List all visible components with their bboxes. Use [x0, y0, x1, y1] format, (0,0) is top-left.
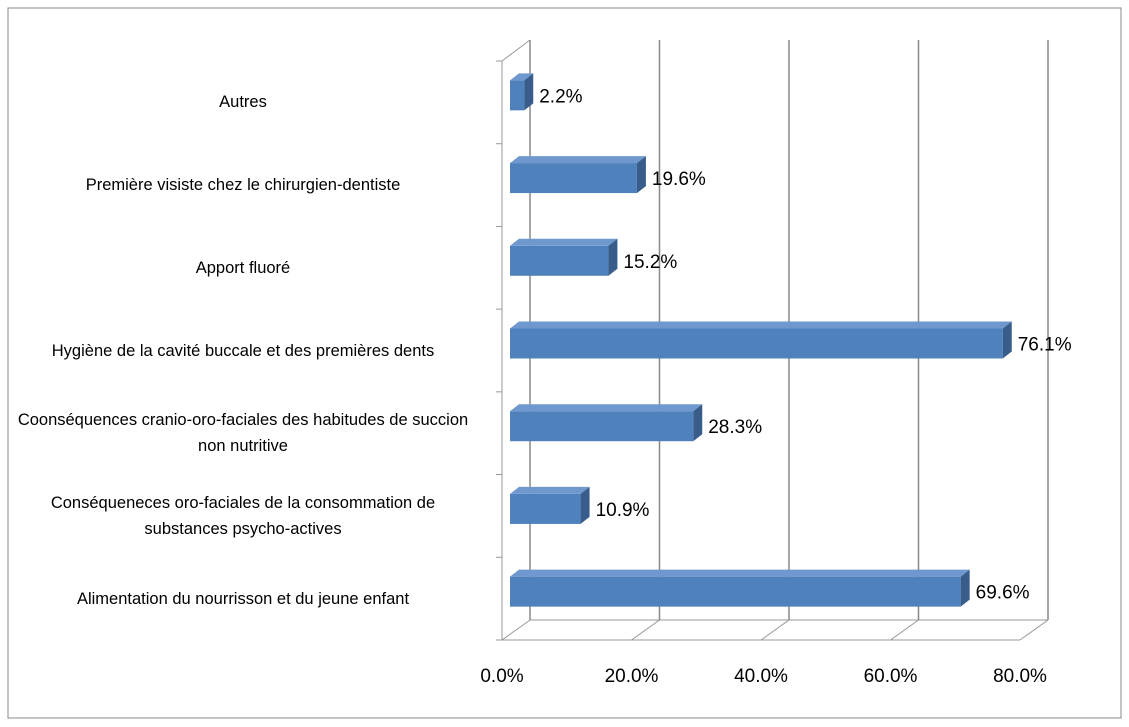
- value-label: 10.9%: [596, 500, 650, 521]
- category-label: Conséqueneces oro-faciales de la consomm…: [50, 493, 436, 538]
- bar-side: [580, 486, 590, 524]
- bar: [510, 156, 646, 194]
- bar: [510, 486, 590, 524]
- x-tick-label: 80.0%: [993, 666, 1047, 687]
- bar-side: [524, 73, 534, 111]
- bar-front: [510, 411, 694, 442]
- value-label: 19.6%: [652, 169, 706, 190]
- bar-top: [510, 73, 534, 81]
- x-tick-label: 20.0%: [605, 666, 659, 687]
- value-label: 15.2%: [623, 252, 677, 273]
- category-label: Première visiste chez le chirurgien-dent…: [85, 176, 401, 195]
- bar-top: [510, 238, 618, 246]
- chart-border: [7, 7, 1122, 719]
- bar-front: [510, 576, 961, 607]
- value-label: 69.6%: [976, 583, 1030, 604]
- category-label: Coonséquences cranio-oro-faciales des ha…: [17, 411, 469, 456]
- bar-side: [693, 404, 703, 442]
- bar-top: [510, 404, 703, 412]
- category-label: Hygiène de la cavité buccale et des prem…: [51, 341, 435, 360]
- bar-top: [510, 569, 970, 577]
- bar: [510, 73, 534, 111]
- floor-tick: [890, 619, 919, 641]
- floor-tick: [631, 619, 660, 641]
- x-tick-label: 0.0%: [480, 666, 523, 687]
- left-wall-top: [501, 39, 531, 62]
- bar-side: [960, 569, 970, 607]
- bar-side: [1002, 321, 1012, 359]
- value-label: 2.2%: [539, 86, 582, 107]
- bar-front: [510, 80, 525, 111]
- bar-front: [510, 328, 1003, 359]
- floor-tick: [1019, 619, 1049, 641]
- bar-side: [608, 238, 618, 276]
- bar: [510, 404, 703, 442]
- bar: [510, 321, 1012, 359]
- value-label: 28.3%: [708, 417, 762, 438]
- value-label: 76.1%: [1018, 335, 1072, 356]
- x-tick-label: 40.0%: [734, 666, 788, 687]
- category-label: Alimentation du nourrisson et du jeune e…: [76, 589, 410, 608]
- bar: [510, 238, 618, 276]
- bar-front: [510, 245, 609, 276]
- bar-front: [510, 163, 637, 194]
- category-label: Autres: [219, 93, 267, 112]
- bar-top: [510, 486, 590, 494]
- category-label: Apport fluoré: [195, 258, 291, 277]
- x-tick-label: 60.0%: [864, 666, 918, 687]
- bar: [510, 569, 970, 607]
- floor-tick: [501, 619, 531, 641]
- bar-front: [510, 493, 581, 524]
- bar-top: [510, 156, 646, 164]
- bar-top: [510, 321, 1012, 329]
- bar-side: [636, 156, 646, 194]
- floor-tick: [760, 619, 790, 641]
